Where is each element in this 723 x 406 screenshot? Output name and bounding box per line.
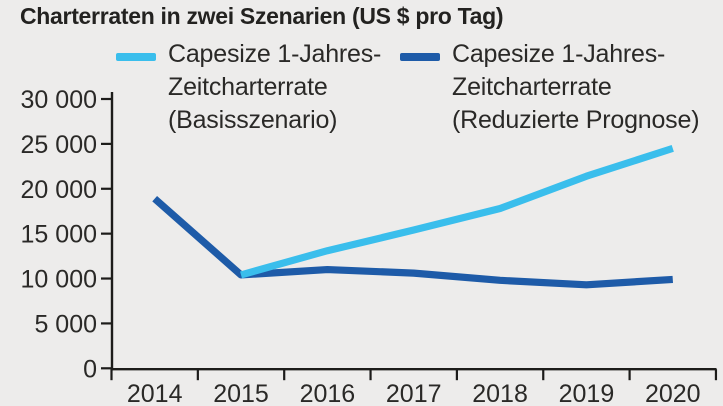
y-tick-label: 30 000	[21, 86, 97, 114]
y-tick-label: 15 000	[21, 221, 97, 249]
x-tick-label: 2017	[386, 380, 442, 406]
legend-swatch-reduzierte-prognose	[400, 53, 440, 61]
legend-label-line: (Basisszenario)	[168, 106, 338, 134]
y-tick-label: 25 000	[21, 131, 97, 159]
y-tick-label: 5 000	[34, 310, 97, 338]
y-tick-label: 0	[83, 355, 97, 383]
x-tick-label: 2020	[645, 380, 701, 406]
series-line-basisszenario	[240, 144, 674, 279]
x-tick-label: 2018	[472, 380, 528, 406]
legend-item-basisszenario: Capesize 1-Jahres- Zeitcharterrate (Basi…	[116, 38, 381, 137]
y-tick-label: 10 000	[21, 266, 97, 294]
y-tick-label: 20 000	[21, 176, 97, 204]
legend-label-line: (Reduzierte Prognose)	[452, 106, 700, 134]
series-line-reduzierte-prognose	[152, 195, 673, 289]
legend-label-line: Zeitcharterrate	[452, 73, 612, 101]
x-tick-label: 2019	[559, 380, 615, 406]
x-tick-label: 2015	[213, 380, 269, 406]
legend-label-line: Capesize 1-Jahres-	[168, 40, 382, 68]
legend-swatch-basisszenario	[116, 53, 156, 61]
x-tick-label: 2014	[127, 380, 183, 406]
legend-label-line: Capesize 1-Jahres-	[452, 40, 666, 68]
x-tick-label: 2016	[300, 380, 356, 406]
legend-label-basisszenario: Capesize 1-Jahres- Zeitcharterrate (Basi…	[168, 38, 381, 137]
chart-title: Charterraten in zwei Szenarien (US $ pro…	[20, 3, 504, 29]
legend-label-reduzierte-prognose: Capesize 1-Jahres- Zeitcharterrate (Redu…	[452, 38, 700, 137]
legend-item-reduzierte-prognose: Capesize 1-Jahres- Zeitcharterrate (Redu…	[400, 38, 700, 137]
legend-label-line: Zeitcharterrate	[168, 73, 328, 101]
